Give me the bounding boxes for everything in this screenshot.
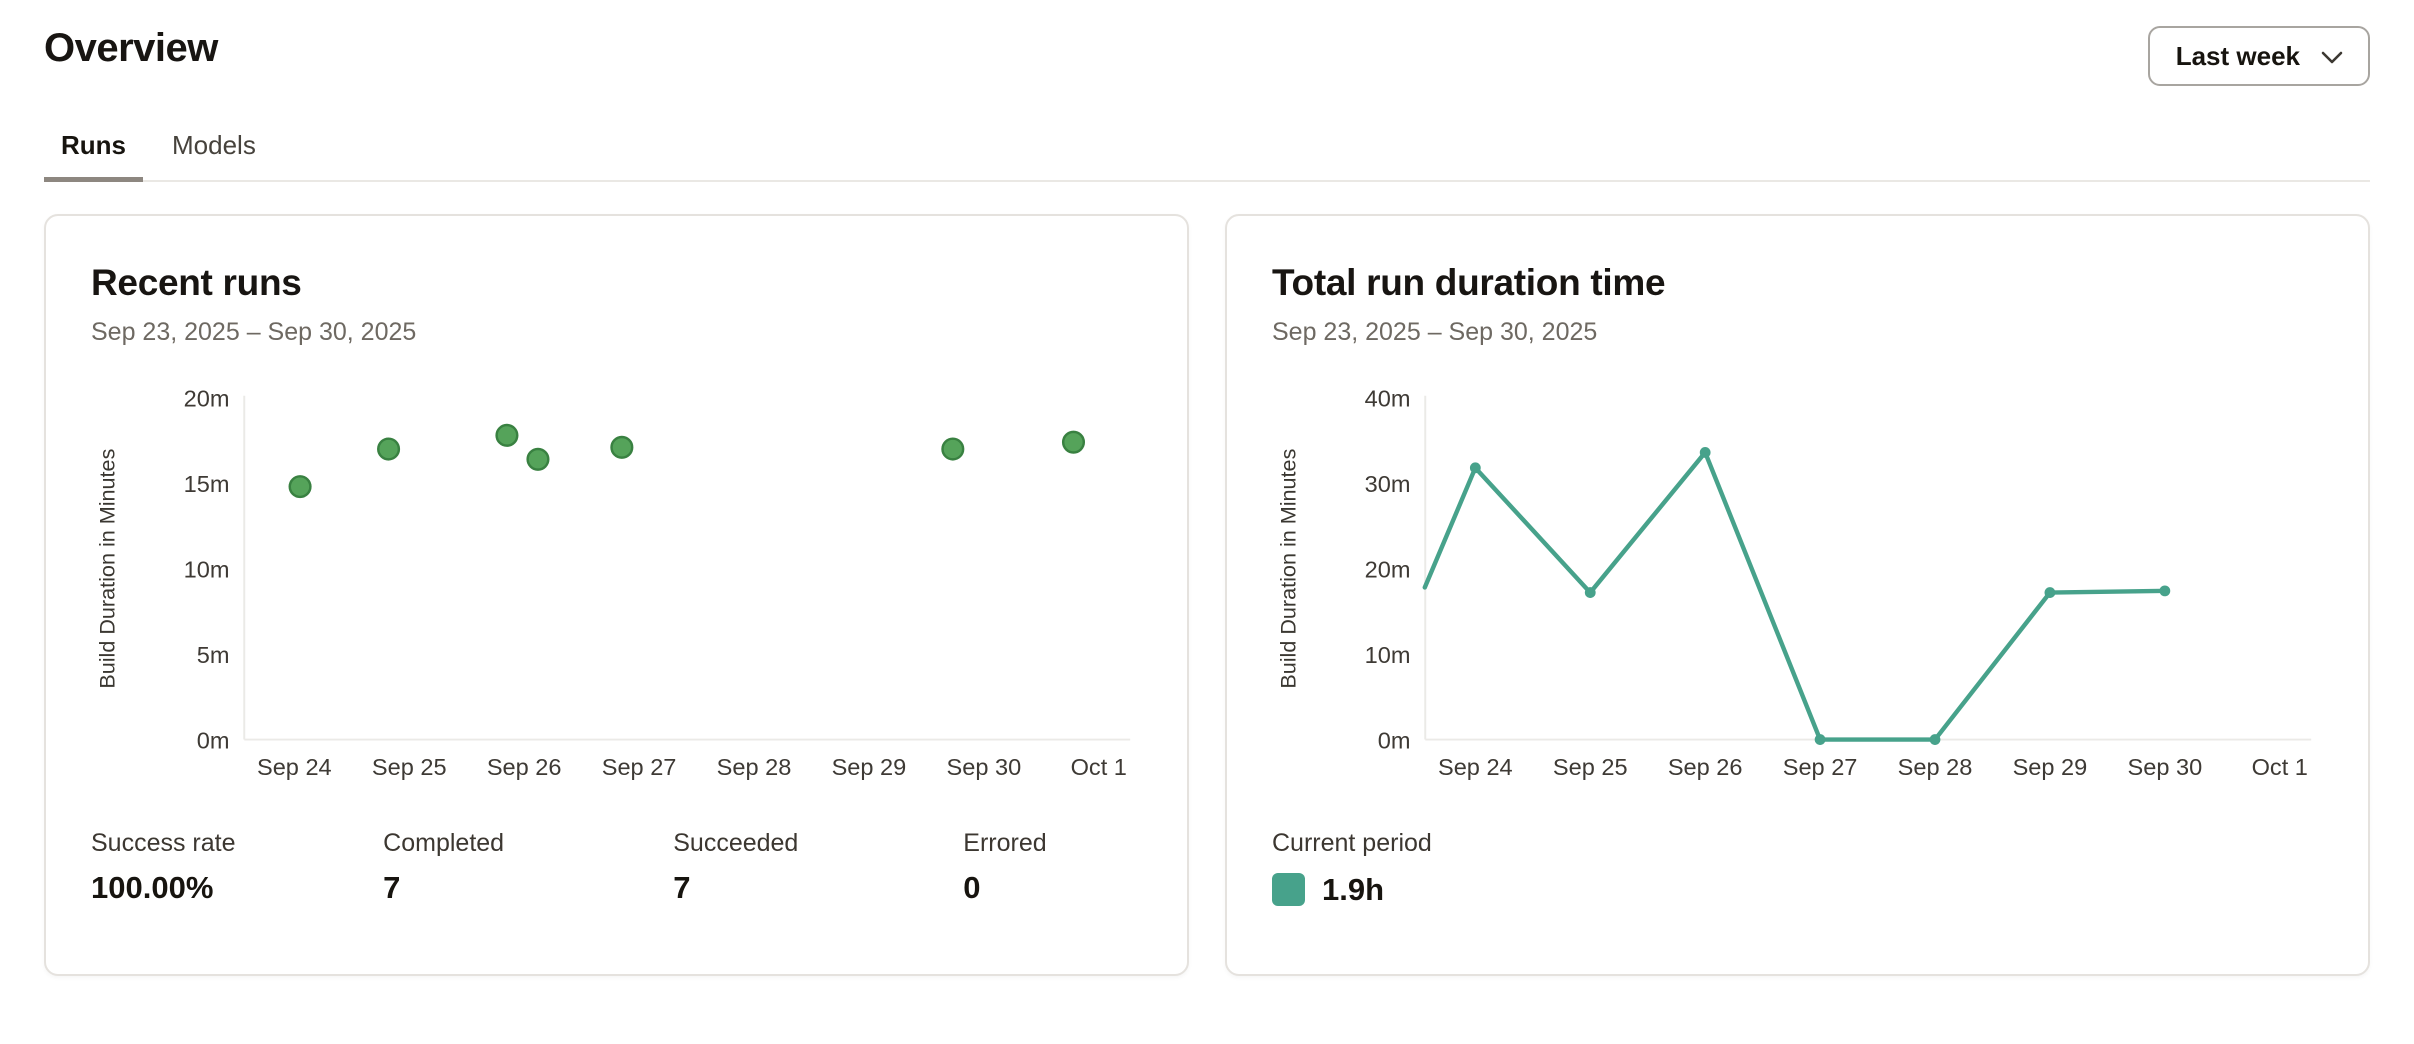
svg-text:Sep 28: Sep 28 xyxy=(1898,754,1973,780)
svg-text:Sep 27: Sep 27 xyxy=(602,754,677,780)
chart-legend: Current period 1.9h xyxy=(1272,829,2323,908)
total-run-duration-line-chart: 0m 10m 20m 30m 40m Sep 24 Sep 25 Sep 26 Sep 27 Se… xyxy=(1276,386,2312,780)
stat-value: 0 xyxy=(963,869,981,905)
svg-text:Sep 24: Sep 24 xyxy=(257,754,332,780)
stat-success-rate: Success rate 100.00% xyxy=(91,829,383,906)
tab-runs[interactable]: Runs xyxy=(44,130,143,182)
chevron-down-icon xyxy=(2320,50,2344,66)
page-title: Overview xyxy=(44,26,218,70)
svg-text:5m: 5m xyxy=(197,642,230,668)
svg-text:Sep 25: Sep 25 xyxy=(1553,754,1628,780)
stat-value: 100.00% xyxy=(91,869,214,905)
cards-row: Recent runs Sep 23, 2025 – Sep 30, 2025 … xyxy=(44,214,2370,976)
svg-text:Sep 28: Sep 28 xyxy=(717,754,792,780)
legend-row: 1.9h xyxy=(1272,872,2323,908)
svg-text:Oct 1: Oct 1 xyxy=(2252,754,2308,780)
total-run-duration-title: Total run duration time xyxy=(1272,262,1666,303)
svg-text:10m: 10m xyxy=(184,556,230,582)
svg-text:Sep 27: Sep 27 xyxy=(1783,754,1858,780)
svg-text:40m: 40m xyxy=(1365,386,1411,412)
stat-label: Succeeded xyxy=(673,828,799,857)
svg-text:Build Duration in Minutes: Build Duration in Minutes xyxy=(95,448,120,688)
svg-text:15m: 15m xyxy=(184,471,230,497)
svg-text:30m: 30m xyxy=(1365,471,1411,497)
svg-text:Oct 1: Oct 1 xyxy=(1071,754,1127,780)
svg-text:20m: 20m xyxy=(1365,556,1411,582)
svg-text:Sep 26: Sep 26 xyxy=(1668,754,1743,780)
tab-models[interactable]: Models xyxy=(172,130,256,160)
recent-runs-chart: 0m 5m 10m 15m 20m Sep 24 Sep 25 Sep 26 Sep 27 Sep… xyxy=(91,384,1142,789)
svg-text:Sep 30: Sep 30 xyxy=(2128,754,2203,780)
stat-label: Completed xyxy=(383,828,505,857)
page-header: Overview Last week xyxy=(44,0,2370,86)
stat-label: Errored xyxy=(963,828,1047,857)
stat-value: 7 xyxy=(673,869,691,905)
recent-runs-scatter-chart: 0m 5m 10m 15m 20m Sep 24 Sep 25 Sep 26 Sep 27 Sep… xyxy=(95,386,1131,780)
svg-text:Sep 24: Sep 24 xyxy=(1438,754,1513,780)
recent-runs-card: Recent runs Sep 23, 2025 – Sep 30, 2025 … xyxy=(44,214,1189,976)
legend-label: Current period xyxy=(1272,828,1432,857)
overview-page: Overview Last week Runs Models Recent ru… xyxy=(44,0,2370,976)
stat-completed: Completed 7 xyxy=(383,829,673,906)
svg-text:Build Duration in Minutes: Build Duration in Minutes xyxy=(1276,448,1301,688)
period-selector-label: Last week xyxy=(2175,40,2300,71)
svg-text:0m: 0m xyxy=(1378,727,1411,753)
svg-text:10m: 10m xyxy=(1365,642,1411,668)
legend-value: 1.9h xyxy=(1322,871,1385,907)
stat-errored: Errored 0 xyxy=(963,829,1142,906)
period-selector-dropdown[interactable]: Last week xyxy=(2147,26,2370,86)
svg-text:Sep 26: Sep 26 xyxy=(487,754,562,780)
svg-text:20m: 20m xyxy=(184,386,230,412)
svg-text:Sep 29: Sep 29 xyxy=(2013,754,2088,780)
total-run-duration-card: Total run duration time Sep 23, 2025 – S… xyxy=(1225,214,2370,976)
svg-text:0m: 0m xyxy=(197,727,230,753)
stat-value: 7 xyxy=(383,869,401,905)
tab-bar: Runs Models xyxy=(44,130,2370,182)
recent-runs-date-range: Sep 23, 2025 – Sep 30, 2025 xyxy=(91,318,417,346)
svg-text:Sep 25: Sep 25 xyxy=(372,754,447,780)
total-run-duration-date-range: Sep 23, 2025 – Sep 30, 2025 xyxy=(1272,318,1598,346)
stat-succeeded: Succeeded 7 xyxy=(673,829,963,906)
svg-text:Sep 30: Sep 30 xyxy=(947,754,1022,780)
recent-runs-title: Recent runs xyxy=(91,262,302,303)
svg-text:Sep 29: Sep 29 xyxy=(832,754,907,780)
stat-label: Success rate xyxy=(91,828,236,857)
total-run-duration-chart: 0m 10m 20m 30m 40m Sep 24 Sep 25 Sep 26 Sep 27 Se… xyxy=(1272,384,2323,789)
run-stats-row: Success rate 100.00% Completed 7 Succeed… xyxy=(91,829,1142,906)
legend-color-swatch xyxy=(1272,873,1305,907)
